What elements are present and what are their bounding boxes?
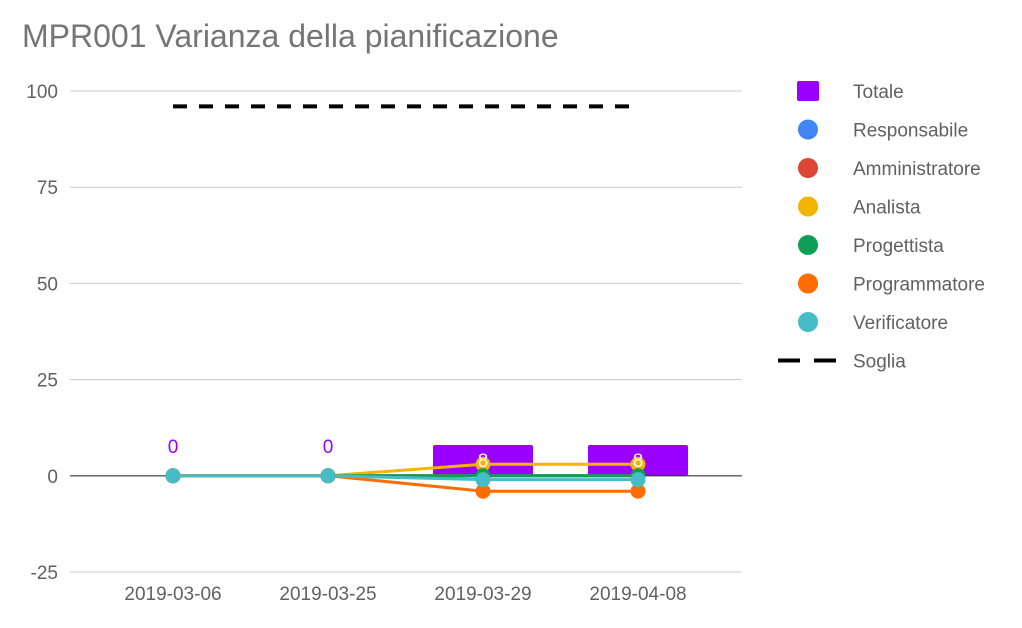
legend-item-label: Responsabile bbox=[853, 121, 968, 142]
x-tick-label: 2019-03-25 bbox=[279, 584, 376, 605]
legend-circle-swatch bbox=[798, 273, 818, 294]
legend-circle-swatch bbox=[798, 196, 818, 217]
legend-item-label: Analista bbox=[853, 198, 921, 219]
chart-title: MPR001 Varianza della pianificazione bbox=[22, 18, 559, 54]
legend-item-label: Progettista bbox=[853, 236, 944, 257]
bar-series bbox=[433, 445, 688, 476]
legend-circle-swatch bbox=[798, 312, 818, 332]
series-point bbox=[630, 472, 646, 488]
x-tick-label: 2019-03-29 bbox=[434, 584, 531, 605]
y-tick-label: 0 bbox=[47, 467, 58, 488]
y-axis-tick-labels: -25 0 25 50 75 100 bbox=[26, 82, 58, 584]
line-series bbox=[165, 456, 646, 499]
data-labels: 0 0 8 8 bbox=[168, 437, 644, 472]
series-line bbox=[173, 474, 638, 482]
series-point bbox=[475, 456, 491, 472]
legend-circle-swatch bbox=[798, 158, 818, 178]
x-axis-tick-labels: 2019-03-06 2019-03-25 2019-03-29 2019-04-08 bbox=[124, 584, 686, 605]
legend-item-label: Amministratore bbox=[853, 159, 981, 180]
series-point bbox=[475, 483, 491, 499]
legend-item-label: Verificatore bbox=[853, 313, 948, 334]
y-tick-label: 50 bbox=[37, 274, 58, 295]
series-point bbox=[165, 468, 181, 484]
series-line bbox=[173, 462, 638, 478]
gridlines bbox=[70, 90, 742, 573]
bar-data-label: 0 bbox=[168, 437, 179, 458]
y-tick-label: 100 bbox=[26, 82, 58, 103]
series-point bbox=[320, 468, 336, 484]
bar-data-label: 0 bbox=[323, 437, 334, 458]
legend-item-label: Soglia bbox=[853, 352, 906, 373]
bar-data-label: 8 bbox=[633, 451, 644, 472]
x-tick-label: 2019-04-08 bbox=[589, 584, 686, 605]
y-tick-label: 25 bbox=[37, 371, 58, 392]
series-point bbox=[630, 483, 646, 499]
x-tick-label: 2019-03-06 bbox=[124, 584, 221, 605]
legend[interactable]: Totale Responsabile Amministratore Analista… bbox=[778, 81, 985, 373]
legend-circle-swatch bbox=[798, 235, 818, 255]
legend-item-label: Programmatore bbox=[853, 275, 985, 296]
legend-square-swatch bbox=[797, 81, 819, 101]
legend-item-label: Totale bbox=[853, 82, 904, 103]
y-tick-label: 75 bbox=[37, 178, 58, 199]
y-tick-label: -25 bbox=[31, 563, 58, 584]
bar-data-label: 8 bbox=[478, 451, 489, 472]
series-point bbox=[475, 472, 491, 488]
series-point bbox=[630, 456, 646, 472]
legend-circle-swatch bbox=[798, 119, 818, 140]
